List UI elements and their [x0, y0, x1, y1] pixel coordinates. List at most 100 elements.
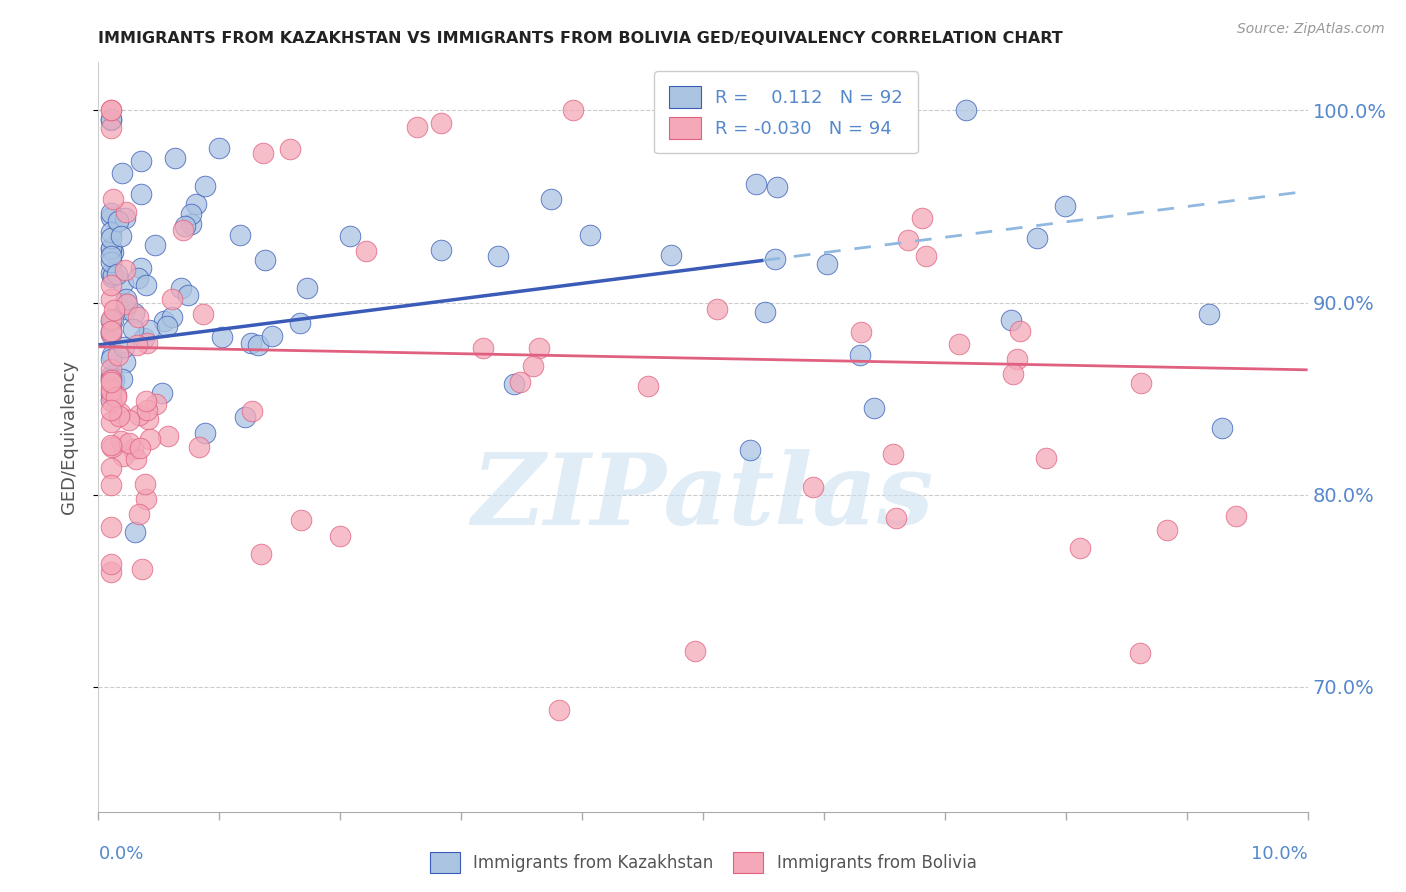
Point: [162, 310, 184, 325]
Point: [112, 340, 135, 354]
Point: [100, 557, 122, 571]
Point: [153, 313, 176, 327]
Point: [110, 372, 132, 386]
Point: [100, 112, 122, 127]
Point: [562, 103, 585, 118]
Point: [114, 302, 136, 317]
Point: [100, 242, 122, 256]
Point: [111, 449, 134, 463]
Point: [135, 393, 157, 408]
Point: [882, 447, 904, 461]
Point: [114, 355, 136, 369]
Point: [486, 249, 509, 263]
Point: [685, 644, 707, 658]
Point: [105, 268, 128, 282]
Point: [122, 442, 145, 456]
Point: [1053, 199, 1076, 213]
Point: [246, 338, 269, 352]
Point: [262, 328, 284, 343]
Point: [139, 432, 162, 446]
Point: [115, 293, 138, 307]
Point: [103, 303, 125, 318]
Point: [104, 390, 127, 404]
Point: [100, 565, 122, 579]
Point: [815, 257, 838, 271]
Point: [100, 226, 122, 240]
Point: [115, 295, 138, 310]
Point: [125, 452, 148, 467]
Point: [430, 116, 453, 130]
Text: ZIPatlas: ZIPatlas: [472, 449, 934, 545]
Point: [948, 337, 970, 351]
Point: [1211, 421, 1233, 435]
Point: [100, 384, 122, 398]
Point: [1001, 367, 1024, 381]
Text: 0.0%: 0.0%: [98, 846, 143, 863]
Point: [180, 217, 202, 231]
Point: [100, 386, 122, 401]
Point: [240, 403, 263, 417]
Point: [100, 206, 122, 220]
Point: [100, 312, 122, 326]
Point: [127, 310, 149, 325]
Point: [1000, 312, 1022, 326]
Point: [540, 193, 562, 207]
Point: [290, 513, 312, 527]
Point: [100, 103, 122, 118]
Point: [100, 368, 122, 383]
Point: [100, 403, 122, 417]
Point: [837, 103, 859, 118]
Point: [129, 261, 152, 276]
Point: [100, 293, 122, 307]
Point: [100, 381, 122, 395]
Point: [100, 438, 122, 452]
Point: [107, 409, 129, 424]
Point: [547, 702, 569, 716]
Point: [128, 507, 150, 521]
Point: [101, 268, 124, 282]
Point: [329, 529, 352, 543]
Point: [103, 373, 125, 387]
Point: [100, 393, 122, 408]
Point: [138, 412, 160, 426]
Point: [405, 120, 427, 134]
Point: [101, 192, 124, 206]
Point: [288, 316, 311, 330]
Point: [101, 348, 124, 362]
Point: [135, 492, 157, 507]
Point: [100, 351, 122, 366]
Point: [100, 103, 122, 118]
Point: [100, 478, 122, 492]
Point: [100, 270, 122, 285]
Point: [100, 375, 122, 389]
Point: [278, 142, 301, 156]
Point: [1198, 307, 1220, 321]
Point: [637, 378, 659, 392]
Point: [115, 204, 138, 219]
Point: [100, 324, 122, 338]
Point: [132, 331, 155, 345]
Point: [356, 244, 378, 258]
Point: [176, 288, 198, 302]
Point: [100, 210, 122, 224]
Point: [173, 219, 195, 233]
Point: [235, 409, 257, 424]
Point: [186, 197, 208, 211]
Point: [100, 415, 122, 429]
Point: [127, 271, 149, 285]
Point: [163, 151, 186, 165]
Point: [100, 120, 122, 135]
Point: [100, 461, 122, 475]
Point: [118, 435, 141, 450]
Point: [863, 401, 886, 416]
Point: [180, 207, 202, 221]
Point: [659, 248, 682, 262]
Point: [191, 307, 214, 321]
Y-axis label: GED/Equivalency: GED/Equivalency: [59, 360, 77, 514]
Point: [100, 324, 122, 338]
Point: [884, 511, 907, 525]
Point: [738, 443, 761, 458]
Point: [1069, 541, 1091, 555]
Point: [754, 304, 776, 318]
Point: [1156, 523, 1178, 537]
